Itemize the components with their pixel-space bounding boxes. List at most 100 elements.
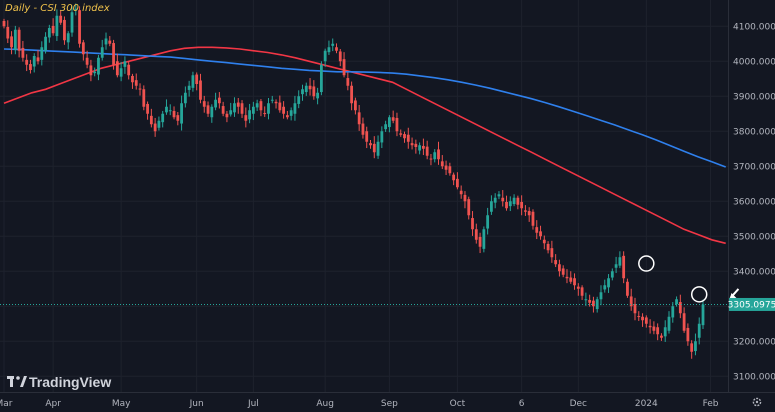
time-axis[interactable]: Mar Apr May Jun Jul Aug Sep Oct 6 Dec 2024 Feb: [0, 399, 719, 409]
candle-body: [474, 229, 478, 240]
candle-body: [380, 131, 384, 143]
y-tick-label: 3200.0000: [733, 337, 775, 347]
candle-body: [289, 110, 293, 116]
candle-body: [225, 113, 229, 118]
candle-body: [6, 26, 10, 39]
candle-body: [452, 174, 456, 181]
candle-body: [32, 56, 36, 67]
candle-body: [656, 327, 660, 335]
candle-body: [335, 47, 338, 51]
candle-body: [440, 161, 444, 167]
candle-body: [319, 64, 323, 93]
candle-body: [505, 201, 508, 209]
candle-body: [539, 231, 542, 237]
tradingview-logo-text: TradingView: [29, 374, 111, 390]
x-tick-label: Jun: [189, 399, 204, 409]
candle-body: [301, 89, 304, 95]
candle-body: [592, 300, 595, 307]
candle-body: [183, 92, 187, 104]
candle-body: [2, 21, 6, 27]
candle-body: [123, 61, 127, 67]
candle-body: [641, 316, 644, 321]
candle-body: [429, 158, 433, 160]
highlight-circle: [638, 255, 655, 272]
candle-body: [180, 103, 183, 124]
tradingview-logo[interactable]: TradingView: [7, 374, 111, 390]
candle-body: [323, 50, 327, 62]
candle-body: [629, 296, 633, 307]
candle-body: [244, 115, 248, 121]
candle-body: [603, 285, 607, 290]
candle-body: [153, 123, 157, 132]
candle-body: [21, 47, 25, 58]
candle-body: [85, 57, 89, 65]
y-tick-label: 3900.0000: [733, 92, 775, 102]
x-tick-label: Jul: [247, 399, 259, 409]
candle-body: [248, 110, 251, 120]
candle-body: [365, 131, 369, 142]
candle-body: [157, 120, 161, 128]
settings-gear-icon[interactable]: [752, 397, 762, 407]
candle-body: [78, 10, 81, 44]
candle-body: [516, 197, 520, 205]
candle-body: [391, 117, 395, 121]
candle-body: [255, 103, 259, 108]
moving-average-line-2: [3, 48, 726, 168]
candle-body: [678, 302, 682, 314]
candle-body: [501, 197, 505, 202]
y-tick-label: 3800.0000: [733, 127, 775, 137]
candle-body: [478, 236, 482, 247]
candle-body: [456, 178, 459, 188]
candle-body: [353, 100, 357, 111]
candle-body: [387, 117, 391, 128]
candle-body: [369, 143, 372, 146]
candle-body: [63, 19, 66, 41]
y-tick-label: 4100.0000: [733, 22, 775, 32]
candle-body: [395, 117, 399, 132]
candle-body: [304, 85, 308, 93]
candle-body: [610, 271, 614, 278]
candle-body: [626, 281, 629, 296]
candle-body: [648, 325, 652, 328]
x-tick-label: 6: [519, 399, 525, 409]
candle-body: [267, 103, 270, 114]
candle-body: [172, 110, 176, 118]
candle-body: [210, 106, 214, 118]
candle-body: [482, 229, 486, 249]
candle-body: [599, 292, 603, 300]
highlight-circle: [690, 286, 708, 303]
candle-body: [614, 264, 618, 268]
candle-body: [569, 277, 573, 282]
candle-body: [425, 146, 429, 156]
candle-body: [406, 134, 410, 142]
candle-body: [221, 106, 225, 114]
candle-body: [565, 276, 569, 279]
candle-body: [338, 51, 342, 62]
candle-body: [444, 165, 448, 170]
x-tick-label: Sep: [381, 399, 398, 409]
x-tick-label: Aug: [316, 399, 334, 409]
candle-body: [652, 326, 656, 331]
candle-body: [701, 304, 705, 326]
candle-body: [149, 115, 153, 125]
x-tick-label: Dec: [570, 399, 587, 409]
candle-body: [554, 260, 558, 265]
candle-body: [531, 211, 535, 226]
candle-body: [376, 141, 380, 156]
candle-body: [361, 123, 365, 135]
candle-body: [546, 243, 550, 251]
candle-body: [119, 68, 123, 77]
candle-body: [202, 101, 206, 107]
candle-body: [697, 323, 701, 338]
candle-body: [573, 278, 576, 286]
y-tick-label: 4000.0000: [733, 57, 775, 67]
candle-body: [127, 64, 131, 76]
candle-body: [259, 101, 263, 111]
candle-body: [13, 29, 17, 51]
candle-body: [51, 25, 55, 34]
candle-body: [633, 304, 637, 314]
candle-body: [108, 40, 112, 44]
candle-body: [346, 78, 350, 86]
candle-body: [312, 86, 316, 97]
